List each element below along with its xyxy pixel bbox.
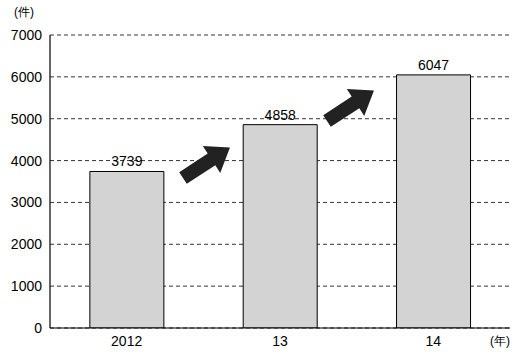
- svg-text:3000: 3000: [11, 194, 42, 210]
- svg-text:4000: 4000: [11, 153, 42, 169]
- svg-text:2012: 2012: [111, 333, 142, 349]
- svg-text:7000: 7000: [11, 27, 42, 43]
- html-text:(件): (件): [14, 5, 34, 19]
- svg-text:6000: 6000: [11, 69, 42, 85]
- svg-text:13: 13: [272, 333, 288, 349]
- svg-text:0: 0: [34, 320, 42, 336]
- svg-text:3739: 3739: [111, 153, 142, 169]
- html-text:(年): (年): [490, 334, 510, 348]
- svg-text:4858: 4858: [265, 107, 296, 123]
- svg-text:2000: 2000: [11, 236, 42, 252]
- svg-text:5000: 5000: [11, 111, 42, 127]
- svg-text:6047: 6047: [418, 57, 449, 73]
- svg-text:1000: 1000: [11, 278, 42, 294]
- svg-text:14: 14: [426, 333, 442, 349]
